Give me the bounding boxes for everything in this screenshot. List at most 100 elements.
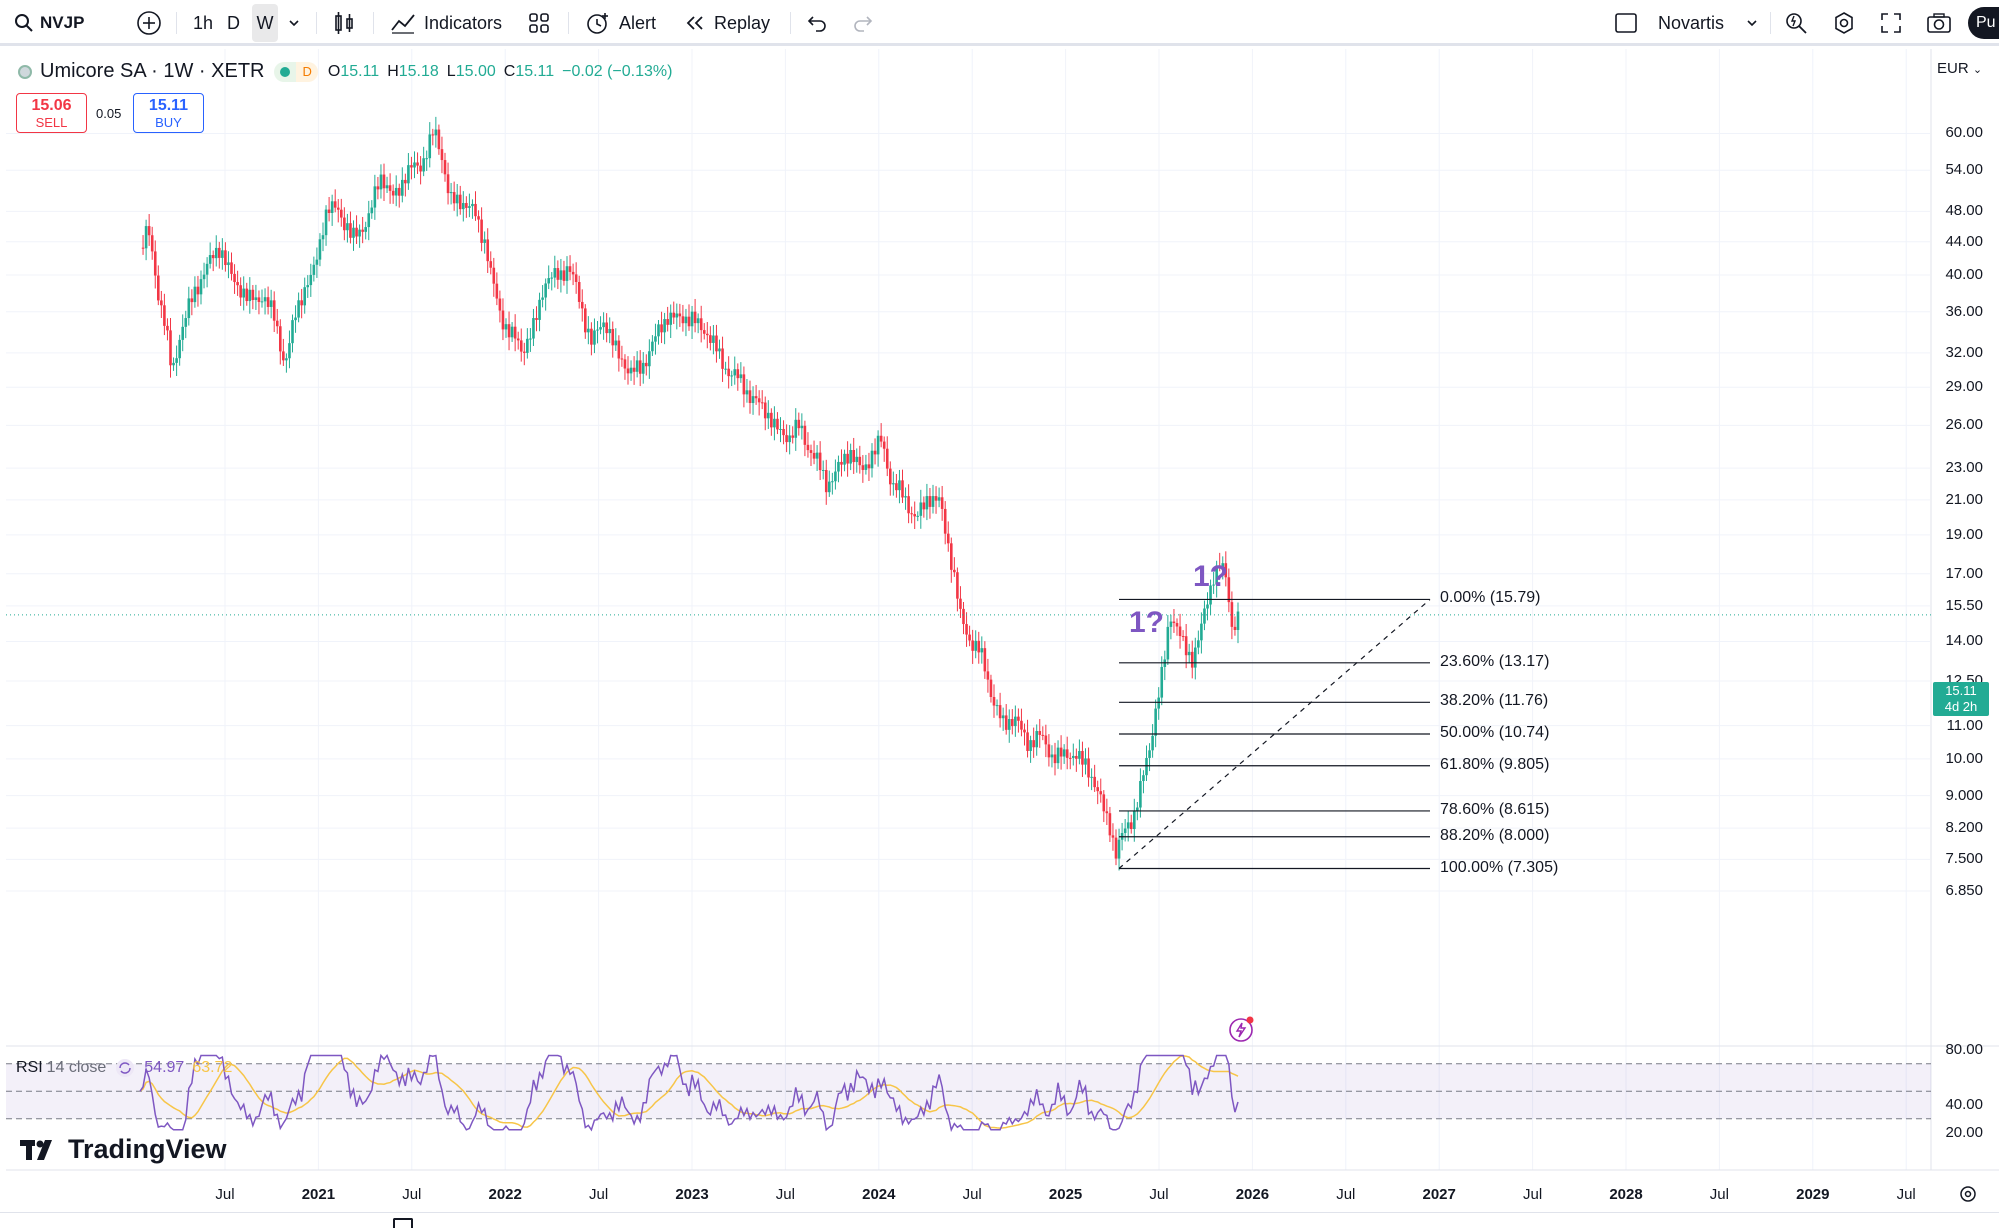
candle-body — [901, 480, 904, 498]
buy-button[interactable]: 15.11 BUY — [133, 93, 204, 133]
watchlist-selector[interactable]: Novartis — [1658, 0, 1758, 46]
candle-body — [754, 396, 758, 399]
symbol-name: NVJP — [40, 13, 85, 32]
candle-body — [474, 203, 477, 217]
candle-body — [1099, 791, 1103, 795]
candle-body — [425, 158, 428, 160]
price-axis-label: 40.00 — [1945, 266, 1983, 284]
candle-body — [1166, 626, 1170, 660]
chevron-down-icon — [1746, 19, 1758, 27]
candle-body — [1236, 611, 1240, 630]
publish-button[interactable]: Pu — [1968, 7, 1999, 39]
interval-d[interactable]: D — [227, 12, 240, 33]
layout-icon[interactable] — [1614, 0, 1638, 46]
time-axis-label: 2024 — [862, 1186, 896, 1203]
sell-button[interactable]: 15.06 SELL — [16, 93, 87, 133]
fullscreen-icon[interactable] — [1880, 0, 1902, 46]
candle-body — [791, 435, 794, 438]
candles-icon[interactable] — [333, 0, 355, 46]
candle-body — [1093, 776, 1096, 788]
candle-body — [513, 326, 517, 339]
candle-body — [419, 165, 422, 172]
candle-body — [882, 441, 886, 449]
legend-delayed-badge[interactable]: D — [296, 61, 318, 82]
camera-icon[interactable] — [1926, 0, 1952, 46]
candle-body — [654, 336, 657, 342]
fib-level-label: 88.20% (8.000) — [1440, 826, 1550, 844]
candle-body — [1035, 731, 1038, 748]
add-symbol-icon[interactable] — [136, 0, 162, 46]
candle-body — [489, 261, 493, 268]
indicators-button[interactable]: Indicators — [390, 0, 502, 46]
fib-retracement — [1118, 598, 1431, 870]
candle-body — [452, 192, 456, 204]
candle-body — [1059, 747, 1063, 757]
quick-search-icon[interactable] — [1784, 0, 1808, 46]
candle-body — [446, 174, 450, 194]
candle-body — [529, 338, 532, 340]
settings-icon[interactable] — [1832, 0, 1856, 46]
tradingview-logo[interactable]: TradingView — [20, 1134, 227, 1165]
candle-body — [889, 468, 892, 485]
candle-body — [925, 496, 929, 510]
candle-body — [440, 149, 444, 161]
candle-body — [855, 456, 859, 463]
rsi-legend[interactable]: RSI 14 close 54.97 63.72 — [16, 1057, 232, 1079]
tradingview-logo-icon — [20, 1139, 52, 1160]
legend-status-dot — [274, 61, 297, 82]
candle-body — [431, 134, 435, 136]
candle-body — [1017, 716, 1020, 721]
replay-button[interactable]: Replay — [684, 0, 770, 46]
price-axis-label: 6.850 — [1945, 881, 1983, 899]
candle-body — [550, 277, 554, 279]
candle-body — [733, 369, 737, 376]
candle-body — [843, 453, 846, 465]
refresh-icon[interactable] — [114, 1057, 136, 1079]
candle-body — [157, 275, 160, 301]
candle-body — [245, 288, 249, 302]
undo-icon[interactable] — [806, 0, 828, 46]
chevron-down-icon[interactable] — [288, 0, 300, 46]
lightning-icon[interactable] — [1228, 1015, 1256, 1048]
wave-annotation[interactable]: 1? — [1129, 606, 1165, 639]
candle-body — [962, 608, 965, 625]
legend-title[interactable]: Umicore SA · 1W · XETR — [40, 60, 265, 82]
candle-body — [1026, 732, 1029, 751]
candle-body — [1090, 776, 1093, 778]
candle-body — [666, 319, 669, 325]
spread-value: 0.05 — [96, 106, 122, 121]
interval-1h[interactable]: 1h — [193, 12, 214, 33]
time-axis-settings-icon[interactable] — [1958, 1184, 1978, 1209]
candle-body — [153, 251, 157, 276]
candle-body — [516, 338, 520, 341]
templates-icon[interactable] — [528, 0, 550, 46]
candle-body — [946, 533, 950, 544]
interval-w[interactable]: W — [252, 4, 278, 42]
candle-body — [553, 268, 557, 278]
price-axis-label: 54.00 — [1945, 161, 1983, 179]
currency-label: EUR — [1937, 60, 1969, 77]
symbol-search[interactable]: NVJP — [14, 0, 84, 46]
candle-body — [233, 273, 236, 283]
candle-body — [297, 300, 300, 318]
candle-body — [867, 464, 871, 469]
candle-body — [318, 239, 322, 260]
sell-label: SELL — [35, 115, 68, 130]
time-axis-label: Jul — [1709, 1186, 1729, 1203]
currency-selector[interactable]: EUR ⌄ — [1937, 60, 1982, 77]
time-axis-label: Jul — [1336, 1186, 1356, 1203]
candle-body — [821, 469, 825, 471]
time-axis-label: Jul — [962, 1186, 982, 1203]
redo-icon[interactable] — [852, 0, 874, 46]
candle-body — [809, 450, 813, 453]
price-axis-label: 8.200 — [1945, 819, 1983, 837]
candle-body — [763, 402, 767, 419]
candle-body — [632, 367, 636, 372]
candle-body — [1230, 602, 1234, 627]
calendar-icon[interactable] — [393, 1218, 413, 1228]
candle-body — [715, 335, 718, 352]
wave-annotation[interactable]: 1? — [1193, 560, 1229, 593]
alert-button[interactable]: Alert — [585, 0, 656, 46]
candle-body — [269, 300, 273, 307]
